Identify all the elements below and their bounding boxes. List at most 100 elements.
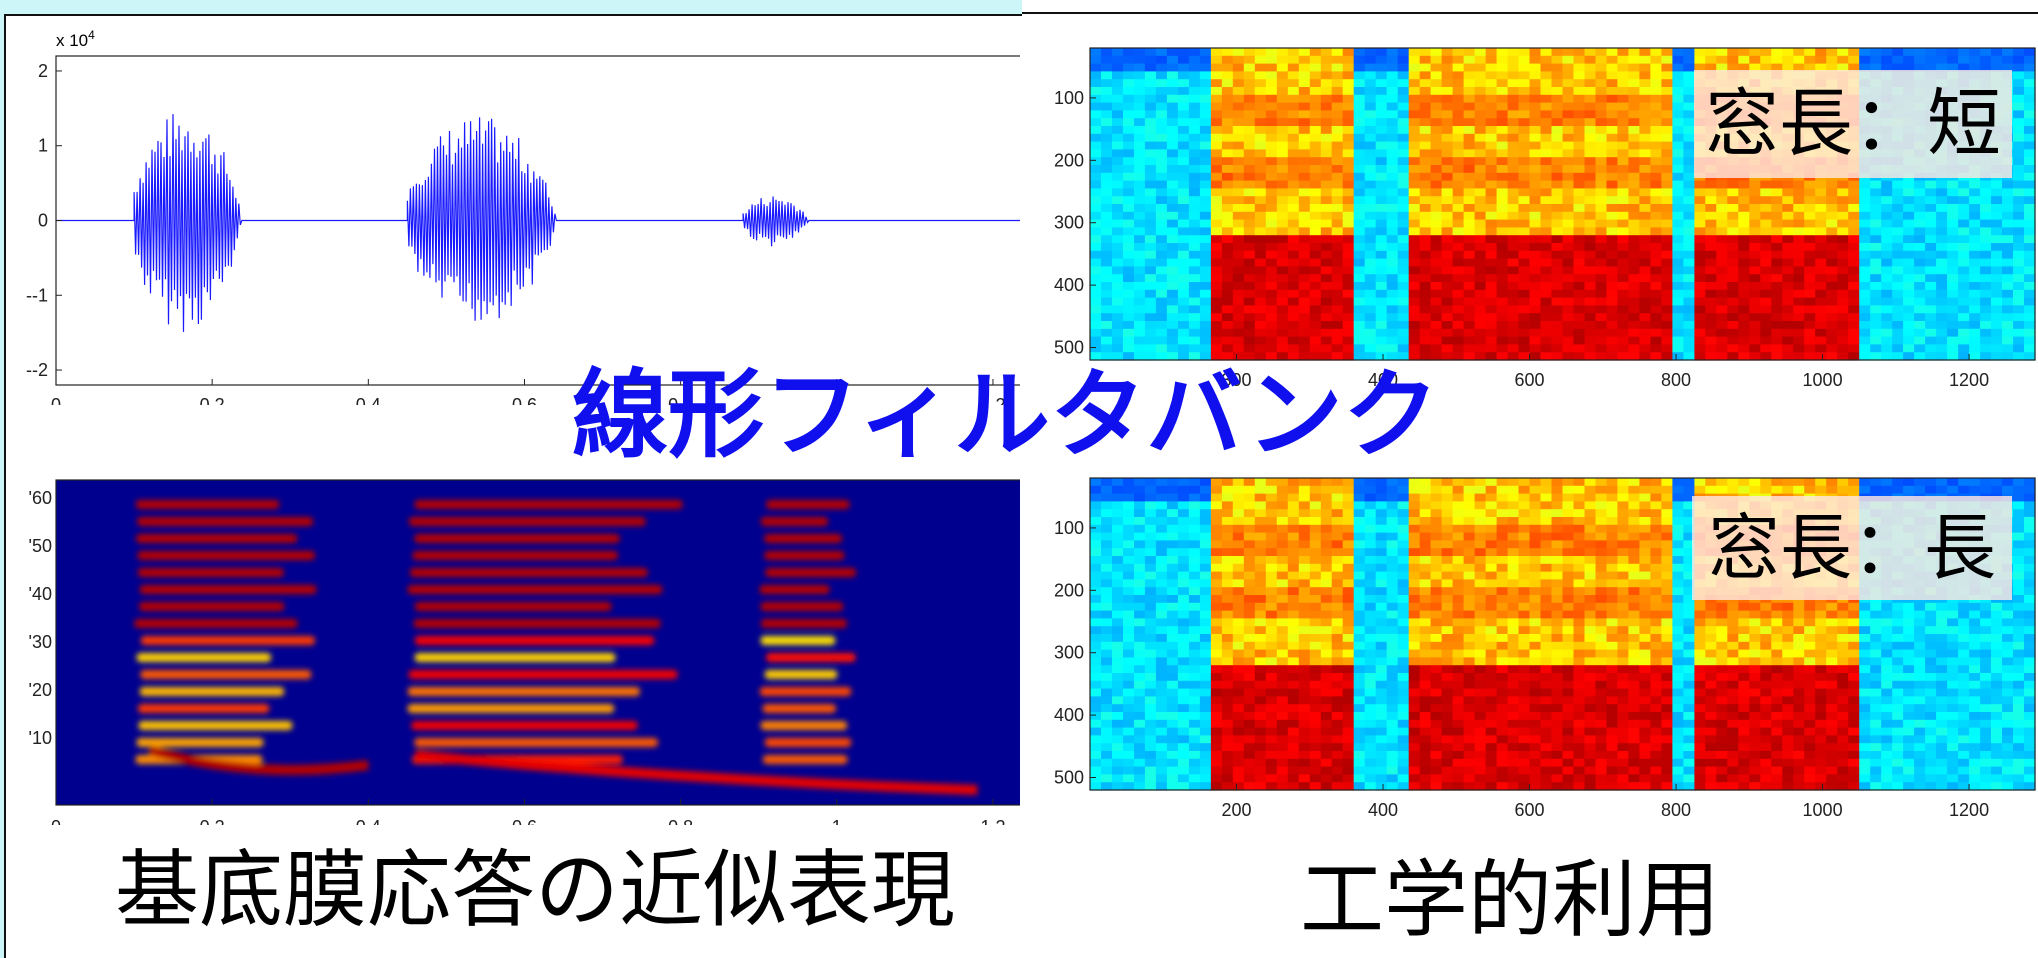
spectrogram-cell [1716,313,1728,322]
spectrogram-cell [1661,235,1673,244]
spectrogram-cell [1507,305,1520,314]
spectrogram-cell [1144,727,1157,736]
spectrogram-cell [1265,250,1278,260]
cochleagram-band [407,704,615,713]
spectrogram-cell [1188,258,1201,267]
spectrogram-cell [1518,328,1531,338]
spectrogram-cell [1342,634,1355,643]
spectrogram-cell [1276,149,1289,158]
spectrogram-cell [1298,540,1311,549]
spectrogram-cell [1254,548,1267,557]
spectrogram-cell [1408,673,1421,682]
spectrogram-cell [1441,133,1454,143]
spectrogram-cell [1177,328,1190,338]
spectrogram-cell [1309,227,1322,236]
spectrogram-cell [1925,219,1937,228]
spectrogram-cell [1276,211,1289,221]
spectrogram-cell [1661,118,1673,127]
spectrogram-cell [1397,313,1410,322]
spectrogram-cell [1639,79,1651,88]
spectrogram-cell [1628,258,1640,267]
spectrogram-cell [1188,634,1201,643]
spectrogram-cell [1408,587,1421,596]
spectrogram-cell [1694,243,1706,252]
spectrogram-cell [1243,110,1256,119]
spectrogram-cell [1936,211,1948,221]
spectrogram-cell [1155,680,1168,690]
spectrogram-cell [1518,266,1531,275]
spectrogram-cell [1782,352,1794,361]
spectrogram-cell [1386,688,1399,697]
spectrogram-cell [1793,289,1805,299]
spectrogram-cell [1342,305,1355,314]
spectrogram-cell [1199,657,1212,666]
spectrogram-cell [1452,180,1465,189]
spectrogram-cell [1243,532,1256,541]
spectrogram-cell [1101,48,1113,57]
spectrogram-cell [1705,258,1717,267]
spectrogram-cell [1177,618,1190,627]
spectrogram-cell [1804,204,1816,213]
spectrogram-cell [1551,352,1564,361]
spectrogram-cell [1540,165,1553,174]
spectrogram-cell [1177,274,1190,283]
spectrogram-cell [1112,595,1124,604]
spectrogram-cell [1540,102,1553,111]
spectrogram-cell [1573,165,1586,174]
spectrogram-cell [1177,258,1190,267]
spectrogram-cell [1353,102,1366,111]
spectrogram-cell [1551,227,1564,236]
spectrogram-cell [1562,266,1575,275]
spectrogram-cell [1134,774,1146,783]
spectrogram-cell [1496,71,1509,80]
spectrogram-cell [1540,48,1553,57]
spectrogram-cell [1870,336,1882,345]
spectrogram-cell [1507,219,1520,228]
spectrogram-cell [1518,313,1531,322]
spectrogram-cell [1672,336,1684,345]
spectrogram-cell [1243,313,1256,322]
spectrogram-cell [1782,211,1794,221]
spectrogram-cell [1485,266,1498,275]
spectrogram-cell [1188,673,1201,682]
spectrogram-cell [1155,188,1168,197]
spectrogram-cell [1661,211,1673,221]
spectrogram-cell [1408,751,1421,760]
spectrogram-cell [1595,63,1608,72]
spectrogram-cell [1870,196,1882,205]
spectrogram-cell [1177,610,1190,619]
spectrogram-cell [1177,204,1190,213]
spectrogram-cell [1276,618,1289,627]
spectrogram-cell [1430,634,1443,643]
spectrogram-cell [1980,204,1992,213]
spectrogram-cell [1584,305,1597,314]
spectrogram-cell [1430,336,1443,345]
spectrogram-cell [1101,595,1113,604]
spectrogram-cell [1210,641,1223,651]
spectrogram-cell [1155,250,1168,260]
spectrogram-cell [1090,336,1102,345]
spectrogram-cell [1969,243,1981,252]
spectrogram-cell [1265,48,1278,57]
spectrogram-cell [1309,211,1322,221]
spectrogram-cell [1749,180,1761,189]
spectrogram-cell [1661,282,1673,291]
spectrogram-cell [1815,289,1827,299]
spectrogram-cell [1518,227,1531,236]
spectrogram-cell [1991,344,2003,353]
spectrogram-cell [1496,344,1509,353]
spectrogram-cell [1353,571,1366,580]
spectrogram-cell [1221,149,1234,158]
spectrogram-cell [1408,188,1421,197]
spectrogram-cell [1188,118,1201,127]
spectrogram-cell [1112,219,1124,228]
spectrogram-cell [1276,774,1289,783]
spectrogram-cell [1287,782,1300,791]
spectrogram-cell [1221,102,1234,111]
spectrogram-cell [1331,704,1344,713]
spectrogram-cell [1188,274,1201,283]
cochleagram-band [408,670,678,679]
spectrogram-cell [1364,180,1377,189]
spectrogram-cell [1188,157,1201,166]
spectrogram-cell [1276,485,1289,495]
